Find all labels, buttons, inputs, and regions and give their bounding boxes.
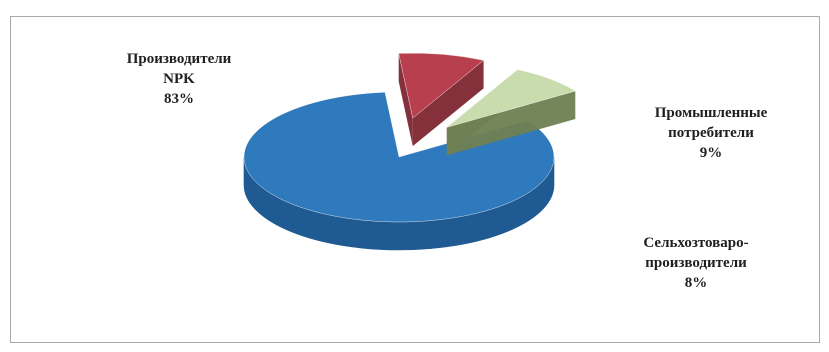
pie-chart: Производители NPK 83% Промышленные потребите… bbox=[127, 51, 768, 291]
pie-slice-3 bbox=[446, 69, 576, 156]
slice-label-1: Производители NPK 83% bbox=[127, 51, 232, 107]
pie-slice-2 bbox=[398, 52, 485, 147]
slice-label-3: Сельхозтоваро-производители 8% bbox=[643, 235, 748, 291]
chart-frame: Производители NPK 83% Промышленные потребите… bbox=[10, 16, 820, 343]
slice-label-2: Промышленные потребители 9% bbox=[655, 105, 768, 161]
